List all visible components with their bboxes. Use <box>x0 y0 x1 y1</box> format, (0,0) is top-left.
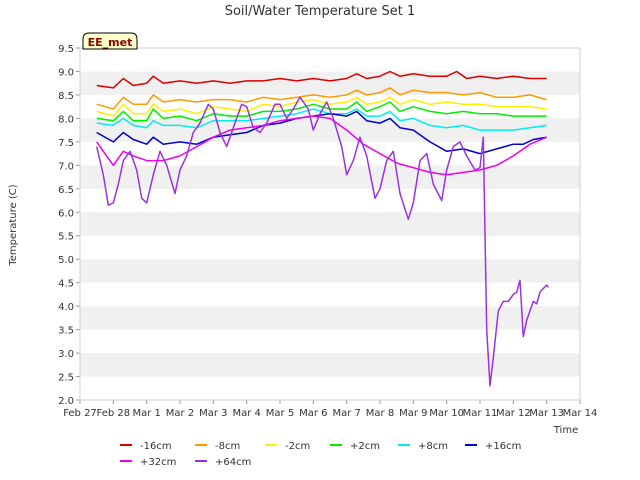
y-tick-label: 6.0 <box>58 208 74 219</box>
legend-label: +32cm <box>140 457 176 468</box>
legend-item: +16cm <box>465 441 521 452</box>
x-tick-label: Mar 13 <box>529 408 564 419</box>
x-tick-label: Mar 2 <box>166 408 194 419</box>
series-line-64cm <box>95 96 549 387</box>
x-tick-label: Mar 5 <box>266 408 294 419</box>
legend-item: +2cm <box>330 441 380 452</box>
y-tick-label: 9.5 <box>58 44 74 55</box>
x-axis-label: Time <box>553 425 578 436</box>
y-tick-label: 9.0 <box>58 67 74 78</box>
x-tick-label: Mar 7 <box>332 408 360 419</box>
grid-band <box>80 71 580 95</box>
y-tick-label: 2.0 <box>58 396 74 407</box>
legend-label: -2cm <box>285 441 310 452</box>
grid-band <box>80 376 580 400</box>
y-tick-label: 8.0 <box>58 114 74 125</box>
series-lines <box>95 70 549 387</box>
x-tick-label: Mar 8 <box>366 408 394 419</box>
annotation-text: EE_met <box>88 36 133 49</box>
legend-label: -8cm <box>215 441 240 452</box>
legend-label: +8cm <box>418 441 448 452</box>
y-tick-label: 4.0 <box>58 302 74 313</box>
y-tick-label: 2.5 <box>58 373 74 384</box>
grid-band <box>80 329 580 354</box>
annotation-box <box>82 32 138 50</box>
grid-band <box>80 306 580 330</box>
legend: -16cm -8cm -2cm +2cm +8cm +16cm +32cm +64cm <box>120 441 521 468</box>
grid-band <box>80 353 580 377</box>
x-tick-label: Mar 9 <box>399 408 427 419</box>
grid-band <box>80 165 580 189</box>
legend-label: +64cm <box>215 457 251 468</box>
x-tick-label: Feb 28 <box>97 408 131 419</box>
grid-band <box>80 48 580 72</box>
grid-bands <box>80 48 580 400</box>
grid-band <box>80 212 580 236</box>
y-tick-label: 3.0 <box>58 349 74 360</box>
chart-title: Soil/Water Temperature Set 1 <box>225 4 416 19</box>
grid-band <box>80 282 580 307</box>
y-tick-label: 5.0 <box>58 255 74 266</box>
legend-item: -2cm <box>265 441 310 452</box>
x-tick-label: Mar 11 <box>463 408 498 419</box>
y-tick-label: 5.5 <box>58 232 74 243</box>
x-tick-label: Mar 4 <box>232 408 260 419</box>
y-axis-ticks: 2.0 2.5 3.0 3.5 4.0 4.5 5.0 5.5 6.0 6.5 7.0 7.5 8.0 8… <box>58 44 80 407</box>
y-tick-label: 4.5 <box>58 279 74 290</box>
annotation-badge: EE_met <box>82 32 138 50</box>
y-tick-label: 6.5 <box>58 185 74 196</box>
series-line-16cm <box>96 110 547 155</box>
x-tick-label: Mar 12 <box>496 408 531 419</box>
grid-band <box>80 188 580 213</box>
y-tick-label: 8.5 <box>58 91 74 102</box>
series-line-2cm <box>96 96 547 117</box>
legend-item: -16cm <box>120 441 172 452</box>
grid-band <box>80 235 580 260</box>
legend-label: -16cm <box>140 441 172 452</box>
x-tick-label: Mar 10 <box>429 408 464 419</box>
y-tick-label: 7.0 <box>58 161 74 172</box>
x-axis-ticks: Feb 27 Feb 28 Mar 1 Mar 2 Mar 3 Mar 4 Mar 5 Mar… <box>63 400 597 419</box>
legend-item: +64cm <box>195 457 251 468</box>
plot-frame <box>79 47 581 401</box>
grid-band <box>80 141 580 166</box>
legend-item: -8cm <box>195 441 240 452</box>
x-tick-label: Mar 14 <box>563 408 598 419</box>
x-tick-label: Feb 27 <box>63 408 97 419</box>
x-tick-label: Mar 6 <box>299 408 327 419</box>
series-line-16cm <box>96 70 547 89</box>
legend-item: +8cm <box>398 441 448 452</box>
series-line-8cm <box>96 87 547 110</box>
y-tick-label: 7.5 <box>58 138 74 149</box>
series-line-2cm <box>96 101 547 122</box>
x-tick-label: Mar 1 <box>132 408 160 419</box>
grid-band <box>80 259 580 283</box>
y-tick-label: 3.5 <box>58 326 74 337</box>
y-axis-label: Temperature (C) <box>8 184 19 266</box>
legend-label: +16cm <box>485 441 521 452</box>
legend-item: +32cm <box>120 457 176 468</box>
x-tick-label: Mar 3 <box>199 408 227 419</box>
legend-label: +2cm <box>350 441 380 452</box>
